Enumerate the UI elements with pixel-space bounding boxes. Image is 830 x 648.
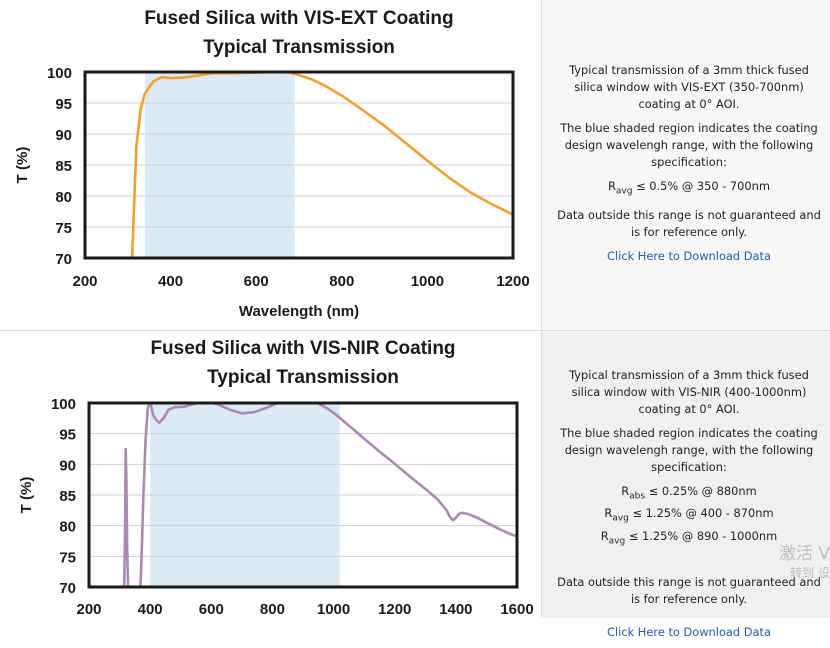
activation-watermark-line2: 转到 设 xyxy=(790,566,830,580)
x-tick-label: 200 xyxy=(72,273,97,290)
x-tick-label: 1200 xyxy=(496,273,529,290)
x-tick-label: 1400 xyxy=(439,601,472,618)
chart-title: Fused Silica with VIS-NIR Coating xyxy=(150,338,455,359)
vis-nir-info-panel: Typical transmission of a 3mm thick fuse… xyxy=(542,331,830,639)
chart-panel-vis-nir: 70 75 80 85 90 95 100 200 400 600 800 1000 1200 1400 1… xyxy=(0,331,542,618)
chart-panel-vis-ext: 70 75 80 85 90 95 100 200 400 600 800 1000 1200 Fused… xyxy=(0,0,542,330)
x-tick-label: 400 xyxy=(158,273,183,290)
plot-frame xyxy=(83,70,515,260)
x-tick-label: 1000 xyxy=(317,601,350,618)
y-tick-label: 80 xyxy=(59,519,76,536)
y-tick-label: 75 xyxy=(55,220,72,237)
vis-nir-transmission-chart: 70 75 80 85 90 95 100 200 400 600 800 1000 1200 1400 1… xyxy=(18,338,534,618)
y-tick-label: 85 xyxy=(59,488,76,505)
y-tick-label: 80 xyxy=(55,189,72,206)
y-tick-label: 75 xyxy=(59,549,76,566)
y-tick-label: 90 xyxy=(59,457,76,474)
y-tick-label: 70 xyxy=(59,580,76,597)
activation-watermark-line1: 激活 V xyxy=(778,544,830,564)
vis-ext-spec-list: Ravg ≤ 0.5% @ 350 - 700nm xyxy=(556,178,822,200)
vis-ext-transmission-chart: 70 75 80 85 90 95 100 200 400 600 800 1000 1200 Fused… xyxy=(14,8,530,320)
vis-ext-shade-note: The blue shaded region indicates the coa… xyxy=(560,121,818,169)
row-divider xyxy=(0,330,830,331)
download-data-link[interactable]: Click Here to Download Data xyxy=(607,624,771,639)
x-tick-label: 600 xyxy=(244,273,269,290)
column-divider xyxy=(541,0,542,618)
y-tick-label: 100 xyxy=(51,396,76,413)
x-axis-label: Wavelength (nm) xyxy=(239,303,359,320)
spec-line: Ravg ≤ 0.5% @ 350 - 700nm xyxy=(608,179,770,197)
x-tick-label: 400 xyxy=(138,601,163,618)
x-tick-label: 600 xyxy=(199,601,224,618)
x-tick-label: 1600 xyxy=(500,601,533,618)
spec-line: Rabs ≤ 0.25% @ 880nm xyxy=(621,484,757,502)
vis-nir-disclaimer: Data outside this range is not guarantee… xyxy=(557,574,821,606)
y-axis-label: T (%) xyxy=(14,147,31,184)
vis-ext-description: Typical transmission of a 3mm thick fuse… xyxy=(569,63,809,111)
x-tick-label: 800 xyxy=(329,273,354,290)
spec-line: Ravg ≤ 1.25% @ 400 - 870nm xyxy=(604,506,774,524)
vis-nir-shade-note: The blue shaded region indicates the coa… xyxy=(560,426,818,474)
chart-subtitle: Typical Transmission xyxy=(203,37,395,58)
chart-title: Fused Silica with VIS-EXT Coating xyxy=(144,8,453,29)
y-tick-label: 100 xyxy=(47,65,72,82)
plot-frame xyxy=(87,401,519,589)
y-tick-label: 95 xyxy=(55,96,72,113)
y-tick-label: 90 xyxy=(55,127,72,144)
vis-nir-spec-list: Rabs ≤ 0.25% @ 880nm Ravg ≤ 1.25% @ 400 … xyxy=(556,483,822,550)
x-tick-label: 200 xyxy=(76,601,101,618)
y-tick-label: 95 xyxy=(59,427,76,444)
x-tick-label: 1000 xyxy=(411,273,444,290)
y-axis-label: T (%) xyxy=(18,477,35,514)
vis-ext-info-panel: Typical transmission of a 3mm thick fuse… xyxy=(542,0,830,330)
spec-line: Ravg ≤ 1.25% @ 890 - 1000nm xyxy=(600,528,778,546)
chart-subtitle: Typical Transmission xyxy=(207,367,399,388)
x-tick-label: 800 xyxy=(260,601,285,618)
y-tick-label: 85 xyxy=(55,158,72,175)
vis-ext-disclaimer: Data outside this range is not guarantee… xyxy=(557,208,821,240)
vis-nir-description: Typical transmission of a 3mm thick fuse… xyxy=(569,368,809,416)
transmission-series-line xyxy=(122,403,517,587)
download-data-link[interactable]: Click Here to Download Data xyxy=(607,249,771,264)
y-tick-label: 70 xyxy=(55,251,72,268)
x-tick-label: 1200 xyxy=(378,601,411,618)
